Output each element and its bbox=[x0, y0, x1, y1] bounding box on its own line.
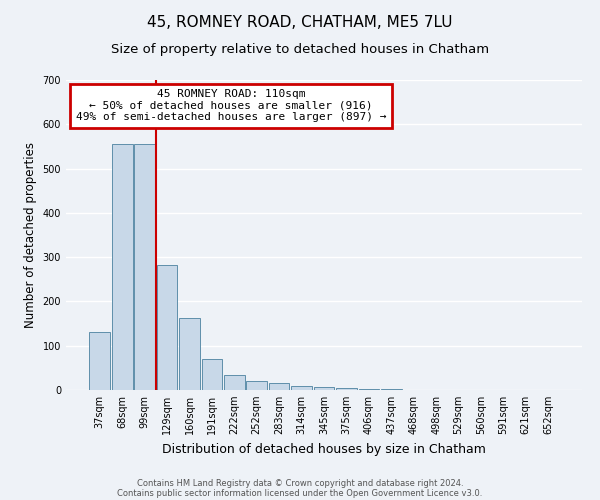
Text: 45 ROMNEY ROAD: 110sqm
← 50% of detached houses are smaller (916)
49% of semi-de: 45 ROMNEY ROAD: 110sqm ← 50% of detached… bbox=[76, 90, 386, 122]
Bar bbox=[157, 264, 178, 390]
Text: Contains public sector information licensed under the Open Government Licence v3: Contains public sector information licen… bbox=[118, 488, 482, 498]
Bar bbox=[112, 144, 133, 390]
Y-axis label: Number of detached properties: Number of detached properties bbox=[24, 142, 37, 328]
Bar bbox=[381, 389, 401, 390]
Text: 45, ROMNEY ROAD, CHATHAM, ME5 7LU: 45, ROMNEY ROAD, CHATHAM, ME5 7LU bbox=[147, 15, 453, 30]
X-axis label: Distribution of detached houses by size in Chatham: Distribution of detached houses by size … bbox=[162, 442, 486, 456]
Bar bbox=[247, 381, 267, 390]
Bar bbox=[89, 332, 110, 390]
Bar bbox=[291, 386, 312, 390]
Bar bbox=[179, 318, 200, 390]
Bar bbox=[359, 388, 379, 390]
Text: Contains HM Land Registry data © Crown copyright and database right 2024.: Contains HM Land Registry data © Crown c… bbox=[137, 478, 463, 488]
Bar bbox=[224, 376, 245, 390]
Text: Size of property relative to detached houses in Chatham: Size of property relative to detached ho… bbox=[111, 42, 489, 56]
Bar bbox=[336, 388, 357, 390]
Bar bbox=[202, 359, 222, 390]
Bar bbox=[269, 384, 289, 390]
Bar bbox=[314, 387, 334, 390]
Bar bbox=[134, 144, 155, 390]
